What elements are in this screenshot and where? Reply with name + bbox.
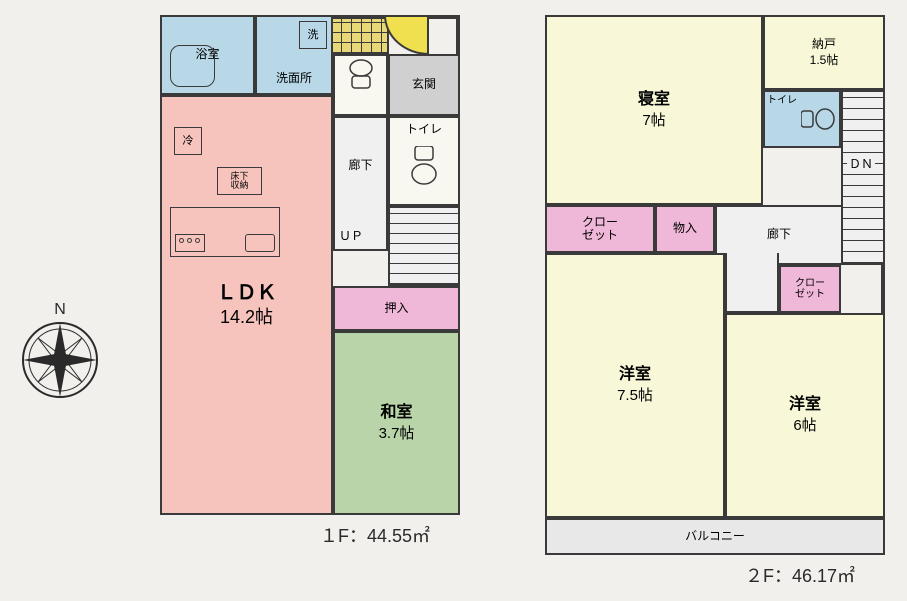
shinshitsu-size: 7帖 xyxy=(642,111,665,131)
floorplan-container: N 浴室 洗面所 洗 玄関 xyxy=(0,0,907,601)
nando-room: 納戸 1.5帖 xyxy=(763,15,885,90)
shinshitsu-room: 寝室 7帖 xyxy=(545,15,763,205)
toilet-2f-label: トイレ xyxy=(767,94,797,107)
genkan: 玄関 xyxy=(388,54,460,116)
corridor-1f: 廊下 ＵＰ xyxy=(333,116,388,251)
youshitsu2-size: 6帖 xyxy=(793,416,816,436)
gap-2f xyxy=(725,253,779,313)
mono-storage: 物入 xyxy=(655,205,715,253)
closet1-label: クロー ゼット xyxy=(582,216,618,242)
stairs-1f xyxy=(388,206,460,286)
ldk-size: 14.2帖 xyxy=(220,306,273,329)
closet-1: クロー ゼット xyxy=(545,205,655,253)
youshitsu1-size: 7.5帖 xyxy=(617,386,653,406)
entrance-tile xyxy=(329,15,389,55)
youshitsu-2: 洋室 6帖 xyxy=(725,313,885,518)
dn-label: ＤＮ xyxy=(847,154,875,173)
washer-icon: 洗 xyxy=(299,21,327,49)
nando-label: 納戸 xyxy=(812,37,836,53)
floor1-area-label: １F：44.55㎡ xyxy=(320,522,430,548)
mono-label: 物入 xyxy=(673,221,697,237)
corridor-2f-label: 廊下 xyxy=(767,227,791,243)
floor-2: 寝室 7帖 納戸 1.5帖 トイレ ＤＮ クロー ゼット 物入 廊下 xyxy=(545,15,885,555)
bath-room: 浴室 xyxy=(160,15,255,95)
youshitsu2-label: 洋室 xyxy=(789,395,821,416)
ldk-room: ＬＤＫ 14.2帖 冷 床下 収納 xyxy=(160,95,333,515)
washitsu-room: 和室 3.7帖 xyxy=(333,331,460,515)
washitsu-size: 3.7帖 xyxy=(379,424,415,444)
toilet-2f: トイレ xyxy=(763,90,841,148)
fridge-icon: 冷 xyxy=(174,127,202,155)
youshitsu-1: 洋室 7.5帖 xyxy=(545,253,725,518)
dn-area xyxy=(841,90,885,265)
floor2-area-label: ２F：46.17㎡ xyxy=(745,562,855,588)
toilet-1f-label: トイレ xyxy=(406,122,442,138)
washroom-label: 洗面所 xyxy=(276,71,312,87)
nando-size: 1.5帖 xyxy=(810,53,839,69)
corridor-1f-label: 廊下 xyxy=(348,158,372,174)
genkan-label: 玄関 xyxy=(412,77,436,93)
compass-north-label: N xyxy=(54,301,66,318)
up-label: ＵＰ xyxy=(339,229,363,245)
compass-icon: N xyxy=(15,300,105,415)
washitsu-label: 和室 xyxy=(380,403,412,424)
washroom: 洗面所 洗 xyxy=(255,15,333,95)
toilet-1f xyxy=(333,54,388,116)
yukashita-icon: 床下 収納 xyxy=(217,167,262,195)
toilet-1f-b: トイレ xyxy=(388,116,460,206)
balcony-label: バルコニー xyxy=(685,529,745,545)
floor-1: 浴室 洗面所 洗 玄関 廊下 ＵＰ トイレ 押入 xyxy=(160,15,460,515)
closet-2: クロー ゼット xyxy=(779,265,841,313)
entrance-door-arc xyxy=(384,15,429,55)
oshiire: 押入 xyxy=(333,286,460,331)
ldk-label: ＬＤＫ xyxy=(217,280,277,306)
youshitsu1-label: 洋室 xyxy=(619,365,651,386)
closet2-label: クロー ゼット xyxy=(795,278,825,300)
shinshitsu-label: 寝室 xyxy=(638,90,670,111)
oshiire-label: 押入 xyxy=(384,301,408,317)
balcony: バルコニー xyxy=(545,518,885,555)
